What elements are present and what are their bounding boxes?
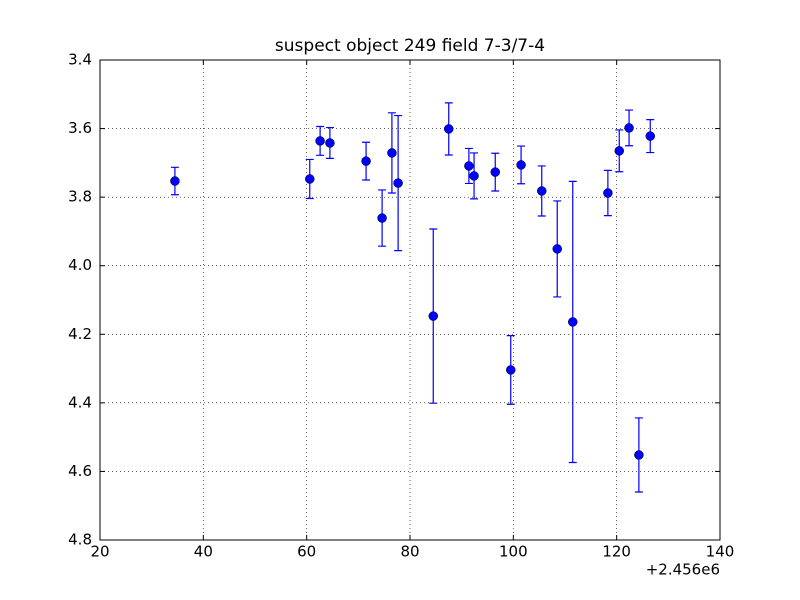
y-tick-label: 4.4	[68, 393, 92, 411]
y-tick-label: 4.8	[68, 531, 92, 549]
data-point	[645, 131, 655, 141]
x-tick-label: 20	[90, 543, 109, 561]
x-tick-label: 100	[499, 543, 528, 561]
data-point	[387, 148, 397, 158]
x-tick-label: 140	[706, 543, 735, 561]
data-point	[614, 146, 624, 156]
data-point	[464, 161, 474, 171]
data-point	[393, 178, 403, 188]
data-point	[506, 365, 516, 375]
data-point	[469, 171, 479, 181]
data-point	[568, 317, 578, 327]
data-point	[428, 311, 438, 321]
data-point	[634, 450, 644, 460]
data-point	[537, 186, 547, 196]
data-point	[305, 174, 315, 184]
y-tick-label: 3.6	[68, 119, 92, 137]
x-tick-label: 40	[194, 543, 213, 561]
data-point	[516, 160, 526, 170]
x-tick-label: 60	[297, 543, 316, 561]
chart-title: suspect object 249 field 7-3/7-4	[275, 36, 545, 56]
data-point	[624, 123, 634, 133]
data-point	[361, 156, 371, 166]
data-point	[377, 213, 387, 223]
y-tick-label: 4.2	[68, 325, 92, 343]
data-point	[315, 136, 325, 146]
x-offset-label: +2.456e6	[646, 561, 720, 579]
plot-frame	[99, 59, 721, 541]
y-tick-label: 4.6	[68, 462, 92, 480]
data-point	[552, 244, 562, 254]
x-tick-label: 120	[602, 543, 631, 561]
data-point	[170, 176, 180, 186]
y-tick-label: 3.8	[68, 188, 92, 206]
data-point	[325, 138, 335, 148]
data-point	[603, 188, 613, 198]
x-tick-label: 80	[400, 543, 419, 561]
y-tick-label: 3.4	[68, 51, 92, 69]
y-tick-label: 4.0	[68, 256, 92, 274]
data-point	[444, 124, 454, 134]
data-point	[490, 167, 500, 177]
